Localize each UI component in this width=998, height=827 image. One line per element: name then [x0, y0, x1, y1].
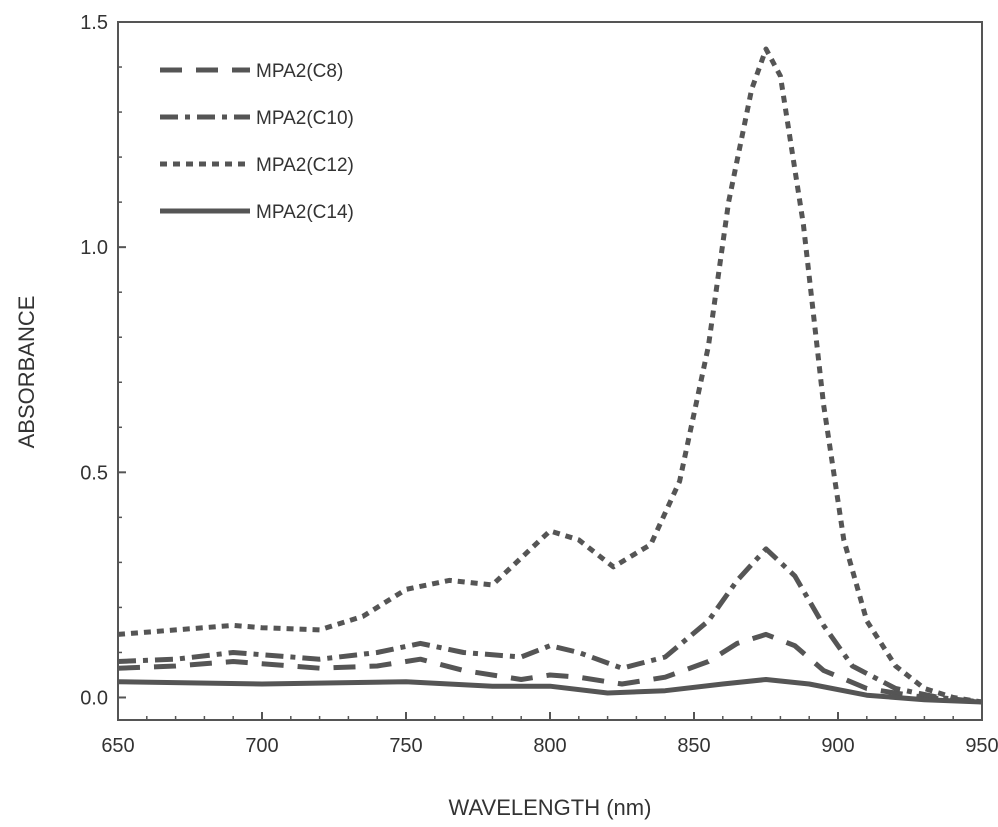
x-tick-label: 900 [821, 735, 854, 757]
x-tick-label: 950 [965, 735, 998, 757]
legend-label-mpa2-c10: MPA2(C10) [256, 108, 354, 129]
series-layer [117, 46, 983, 705]
legend: MPA2(C8) MPA2(C10) MPA2(C12) MPA2(C14) [160, 61, 354, 223]
y-tick-label: 0.0 [80, 687, 108, 709]
legend-label-mpa2-c8: MPA2(C8) [256, 61, 343, 82]
y-axis-ticks: 0.0 0.5 1.0 1.5 [80, 12, 126, 709]
y-tick-label: 1.0 [80, 237, 108, 259]
x-axis-label: WAVELENGTH (nm) [449, 795, 652, 820]
x-tick-label: 700 [245, 735, 278, 757]
y-axis-label: ABSORBANCE [14, 296, 39, 449]
x-tick-label: 800 [533, 735, 566, 757]
series-line-mpa2-c10 [117, 546, 983, 705]
series-line-mpa2-c14 [117, 677, 983, 705]
x-tick-label: 750 [389, 735, 422, 757]
y-tick-label: 1.5 [80, 12, 108, 34]
x-tick-label: 650 [101, 735, 134, 757]
series-line-mpa2-c8 [117, 631, 983, 705]
y-tick-label: 0.5 [80, 462, 108, 484]
series-line-mpa2-c12 [117, 46, 983, 705]
x-axis-ticks: 650 700 750 800 850 900 950 [101, 712, 998, 757]
legend-label-mpa2-c12: MPA2(C12) [256, 155, 354, 176]
plot-frame [117, 21, 983, 721]
x-tick-label: 850 [677, 735, 710, 757]
legend-label-mpa2-c14: MPA2(C14) [256, 202, 354, 223]
